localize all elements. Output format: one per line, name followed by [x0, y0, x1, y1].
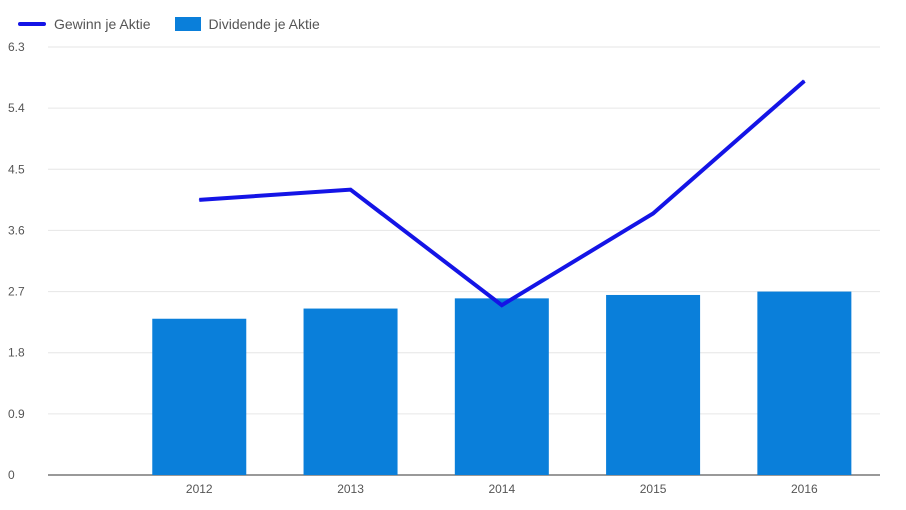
line-point-gewinn [803, 80, 805, 82]
line-gewinn [199, 79, 806, 308]
bar-dividende [606, 294, 701, 475]
y-tick-label: 1.8 [8, 346, 25, 360]
bar-dividende [757, 291, 852, 475]
line-point-gewinn [652, 212, 654, 214]
y-tick-label: 0.9 [8, 407, 25, 421]
y-tick-label: 6.3 [8, 40, 25, 54]
line-swatch-icon [18, 22, 46, 26]
bar-dividende [152, 318, 247, 475]
y-tick-label: 4.5 [8, 162, 25, 176]
x-tick-label: 2016 [791, 482, 818, 496]
y-tick-label: 3.6 [8, 223, 25, 237]
legend: Gewinn je Aktie Dividende je Aktie [18, 16, 344, 32]
x-tick-label: 2014 [488, 482, 515, 496]
legend-label-dividende: Dividende je Aktie [208, 16, 320, 32]
x-tick-label: 2013 [337, 482, 364, 496]
legend-item-gewinn[interactable]: Gewinn je Aktie [18, 16, 151, 32]
bar-dividende [303, 308, 398, 475]
line-point-gewinn [501, 304, 503, 306]
y-tick-label: 2.7 [8, 285, 25, 299]
legend-item-dividende[interactable]: Dividende je Aktie [174, 16, 320, 32]
y-tick-label: 0 [8, 468, 15, 482]
x-tick-label: 2015 [640, 482, 667, 496]
line-point-gewinn [198, 199, 200, 201]
x-tick-label: 2012 [186, 482, 213, 496]
y-tick-label: 5.4 [8, 101, 25, 115]
legend-label-gewinn: Gewinn je Aktie [54, 16, 151, 32]
bar-swatch-icon [174, 17, 201, 31]
bar-dividende [454, 298, 549, 475]
line-point-gewinn [350, 189, 352, 191]
